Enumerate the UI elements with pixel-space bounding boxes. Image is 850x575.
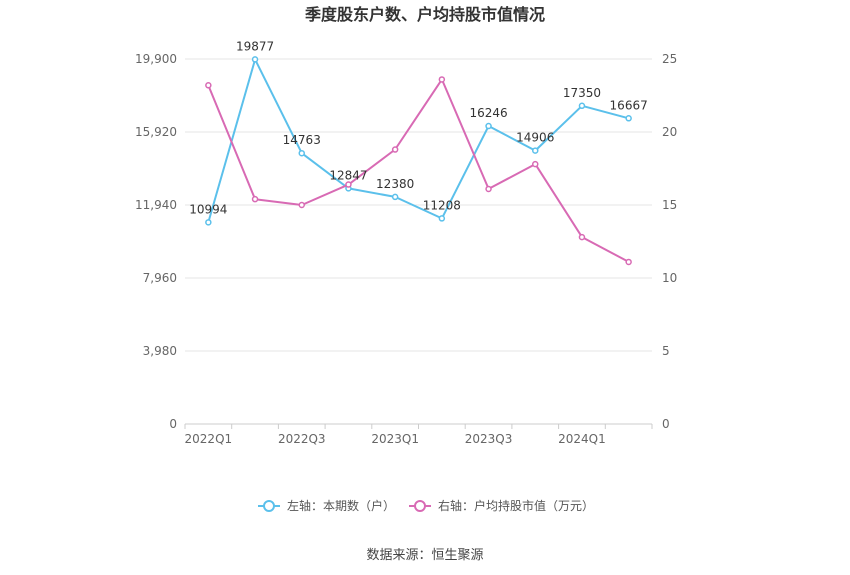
right-tick-label: 10 bbox=[662, 271, 677, 285]
data-point[interactable] bbox=[345, 181, 352, 188]
data-label: 17350 bbox=[563, 86, 601, 100]
data-point[interactable] bbox=[251, 195, 259, 203]
legend-marker bbox=[263, 500, 275, 512]
data-point[interactable] bbox=[438, 76, 446, 83]
data-label: 12847 bbox=[329, 168, 367, 182]
legend-item-0[interactable]: 左轴：本期数（户） bbox=[258, 498, 395, 513]
right-tick-label: 15 bbox=[662, 198, 677, 212]
series-line-1 bbox=[207, 78, 630, 263]
legend[interactable]: 左轴：本期数（户） 右轴：户均持股市值（万元） bbox=[258, 498, 594, 513]
data-point[interactable] bbox=[391, 146, 399, 153]
source-note: 数据来源：恒生聚源 bbox=[366, 548, 483, 563]
legend-marker bbox=[414, 500, 426, 512]
data-label: 16667 bbox=[610, 98, 648, 112]
data-point[interactable] bbox=[625, 115, 632, 122]
data-point[interactable] bbox=[532, 147, 539, 154]
data-point[interactable] bbox=[205, 219, 212, 226]
series-line-0 bbox=[207, 58, 629, 223]
data-point[interactable] bbox=[438, 215, 446, 222]
legend-label: 右轴：户均持股市值（万元） bbox=[438, 498, 594, 513]
data-label: 14906 bbox=[516, 131, 554, 145]
legend-item-1[interactable]: 右轴：户均持股市值（万元） bbox=[409, 498, 594, 513]
left-tick-label: 11,940 bbox=[135, 198, 177, 212]
data-label: 11208 bbox=[423, 198, 461, 212]
left-tick-label: 15,920 bbox=[135, 125, 177, 139]
data-label: 14763 bbox=[283, 133, 321, 147]
right-tick-label: 25 bbox=[662, 52, 677, 66]
data-label: 10994 bbox=[189, 202, 227, 216]
legend-label: 左轴：本期数（户） bbox=[287, 498, 395, 513]
data-label: 19877 bbox=[236, 39, 274, 53]
left-tick-label: 19,900 bbox=[135, 52, 177, 66]
data-point[interactable] bbox=[485, 185, 492, 193]
data-point[interactable] bbox=[625, 258, 632, 266]
data-point[interactable] bbox=[532, 160, 539, 168]
data-point[interactable] bbox=[485, 122, 492, 130]
right-tick-label: 20 bbox=[662, 125, 677, 139]
x-tick-label: 2022Q1 bbox=[185, 432, 233, 446]
x-tick-label: 2022Q3 bbox=[278, 432, 326, 446]
x-tick-label: 2023Q3 bbox=[465, 432, 513, 446]
data-point[interactable] bbox=[578, 233, 586, 241]
right-axis: 0 5 10 15 20 25 bbox=[662, 52, 677, 431]
plot-area: 10994 19877 14763 12847 12380 11208 16246 14906… bbox=[189, 39, 648, 266]
left-axis: 0 3,980 7,960 11,940 15,920 19,900 bbox=[135, 52, 177, 431]
data-label: 12380 bbox=[376, 177, 414, 191]
left-tick-label: 3,980 bbox=[143, 344, 177, 358]
x-axis: 2022Q1 2022Q3 2023Q1 2023Q3 2024Q1 bbox=[184, 424, 653, 446]
grid bbox=[185, 58, 652, 425]
data-point[interactable] bbox=[251, 56, 259, 63]
chart-title: 季度股东户数、户均持股市值情况 bbox=[304, 5, 545, 24]
right-tick-label: 5 bbox=[662, 344, 670, 358]
data-label: 16246 bbox=[469, 106, 507, 120]
x-tick-label: 2023Q1 bbox=[371, 432, 419, 446]
data-point[interactable] bbox=[298, 201, 305, 209]
right-tick-label: 0 bbox=[662, 417, 670, 431]
data-point[interactable] bbox=[298, 149, 305, 157]
data-point[interactable] bbox=[205, 82, 212, 89]
left-tick-label: 0 bbox=[169, 417, 177, 431]
x-tick-label: 2024Q1 bbox=[558, 432, 606, 446]
data-point[interactable] bbox=[391, 193, 399, 201]
left-tick-label: 7,960 bbox=[143, 271, 177, 285]
data-point[interactable] bbox=[578, 102, 586, 110]
